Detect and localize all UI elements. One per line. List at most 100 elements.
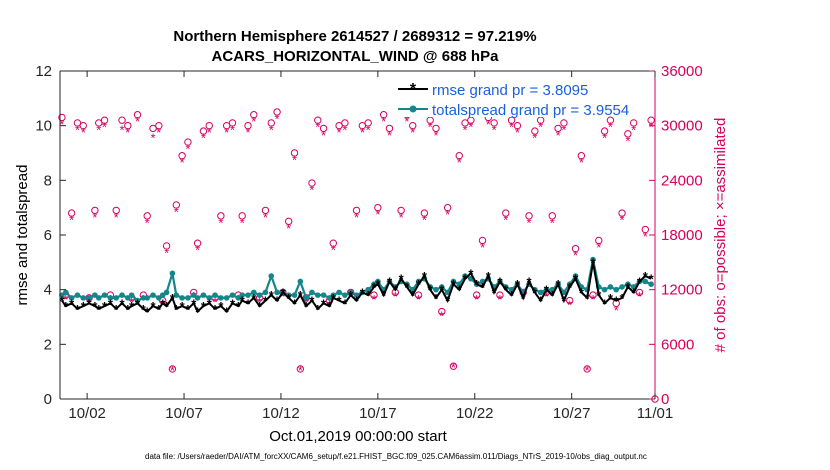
obs-assimilated-point: *: [337, 125, 342, 140]
totalspread-point: [113, 295, 120, 301]
obs-assimilated-point: *: [375, 207, 380, 222]
rmse-point: *: [275, 294, 281, 309]
x-axis-label: Oct.01,2019 00:00:00 start: [269, 428, 447, 445]
rmse-point: *: [428, 283, 434, 298]
rmse-point: *: [433, 291, 439, 306]
legend-rmse-marker: *: [410, 81, 417, 98]
obs-assimilated-point: *: [286, 221, 291, 236]
rmse-point: *: [236, 299, 242, 314]
totalspread-point: [119, 292, 125, 298]
rmse-point: *: [439, 283, 445, 298]
obs-possible-point: [250, 111, 258, 119]
obs-possible-point: [273, 108, 281, 116]
obs-assimilated-point: *: [87, 295, 92, 310]
obs-possible-point: [296, 365, 305, 373]
obs-possible-point: [67, 209, 76, 217]
rmse-point: *: [286, 291, 292, 306]
rmse-point: *: [375, 277, 381, 292]
rmse-point: *: [422, 269, 428, 284]
obs-possible-point: [308, 179, 316, 187]
rmse-point: *: [224, 305, 230, 320]
totalspread-point: [235, 295, 242, 301]
obs-assimilated-point: *: [102, 120, 107, 135]
obs-possible-point: [496, 291, 504, 299]
obs-possible-point: [409, 121, 417, 130]
rmse-point: *: [69, 296, 75, 311]
obs-possible-point: [600, 127, 609, 135]
rmse-point: *: [96, 302, 102, 317]
totalspread-line: [61, 259, 652, 302]
obs-assimilated-point: *: [463, 122, 468, 137]
obs-possible-point: [168, 365, 177, 373]
obs-assimilated-point: *: [428, 120, 433, 135]
obs-assimilated-point: *: [538, 120, 543, 135]
y2-tick-label: 12000: [661, 282, 703, 299]
obs-possible-point: [641, 225, 650, 234]
obs-possible-point: [162, 242, 171, 250]
rmse-point: *: [366, 288, 372, 303]
y-tick-label: 12: [35, 63, 52, 80]
obs-possible-point: [124, 121, 132, 130]
obs-assimilated-point: *: [69, 213, 74, 228]
totalspread-point: [274, 289, 280, 296]
obs-assimilated-point: *: [360, 125, 365, 140]
y-tick-label: 8: [44, 172, 52, 189]
totalspread-point: [223, 295, 230, 301]
rmse-point: *: [135, 296, 141, 311]
rmse-point: *: [321, 296, 327, 311]
obs-possible-point: [112, 206, 120, 215]
rmse-point: *: [114, 302, 120, 317]
rmse-point: *: [538, 294, 544, 309]
obs-assimilated-point: *: [135, 114, 140, 129]
rmse-point: *: [331, 291, 337, 306]
obs-assimilated-point: *: [240, 215, 245, 230]
obs-possible-point: [228, 119, 237, 127]
obs-assimilated-point: *: [309, 183, 314, 198]
rmse-point: *: [218, 299, 224, 314]
rmse-point: *: [160, 296, 166, 311]
obs-assimilated-point: *: [579, 155, 584, 170]
obs-possible-point: [95, 119, 103, 127]
rmse-point: *: [164, 299, 170, 314]
obs-assimilated-point: *: [474, 292, 479, 307]
obs-assimilated-point: *: [269, 122, 274, 137]
obs-assimilated-point: *: [81, 125, 86, 140]
rmse-point: *: [492, 285, 498, 300]
obs-assimilated-point: *: [125, 125, 130, 140]
rmse-point: *: [145, 305, 151, 320]
obs-assimilated-point: *: [404, 114, 409, 129]
rmse-point: *: [521, 291, 527, 306]
obs-assimilated-point: *: [92, 210, 97, 225]
obs-possible-point: [571, 244, 580, 253]
totalspread-point: [330, 292, 337, 298]
totalspread-point: [601, 286, 608, 293]
obs-assimilated-point: *: [399, 210, 404, 225]
totalspread-point: [353, 292, 360, 298]
y2-tick-label: 0: [661, 391, 669, 408]
totalspread-point: [125, 295, 131, 301]
rmse-point: *: [315, 302, 321, 317]
obs-assimilated-point: *: [275, 111, 280, 126]
rmse-point: *: [614, 294, 620, 309]
rmse-point: *: [292, 296, 298, 311]
totalspread-point: [190, 292, 197, 298]
rmse-point: *: [263, 294, 269, 309]
rmse-point: *: [526, 274, 532, 289]
obs-possible-point: [100, 116, 109, 124]
totalspread-point: [303, 295, 309, 301]
obs-possible-point: [397, 206, 405, 215]
obs-assimilated-point: *: [649, 120, 654, 135]
totalspread-point: [297, 278, 304, 285]
rmse-point: *: [59, 294, 65, 309]
obs-assimilated-point: *: [497, 292, 502, 307]
rmse-point: *: [404, 280, 410, 295]
obs-assimilated-point: *: [602, 131, 607, 146]
data-file-footnote: data file: /Users/raeder/DAI/ATM_forcXX/…: [145, 452, 647, 461]
obs-possible-point: [629, 119, 638, 127]
rmse-point: *: [649, 272, 655, 287]
rmse-point: *: [141, 302, 147, 317]
obs-possible-point: [193, 239, 202, 247]
obs-assimilated-point: *: [468, 120, 473, 135]
x-tick-label: 11/01: [637, 405, 673, 422]
obs-possible-point: [79, 121, 87, 130]
